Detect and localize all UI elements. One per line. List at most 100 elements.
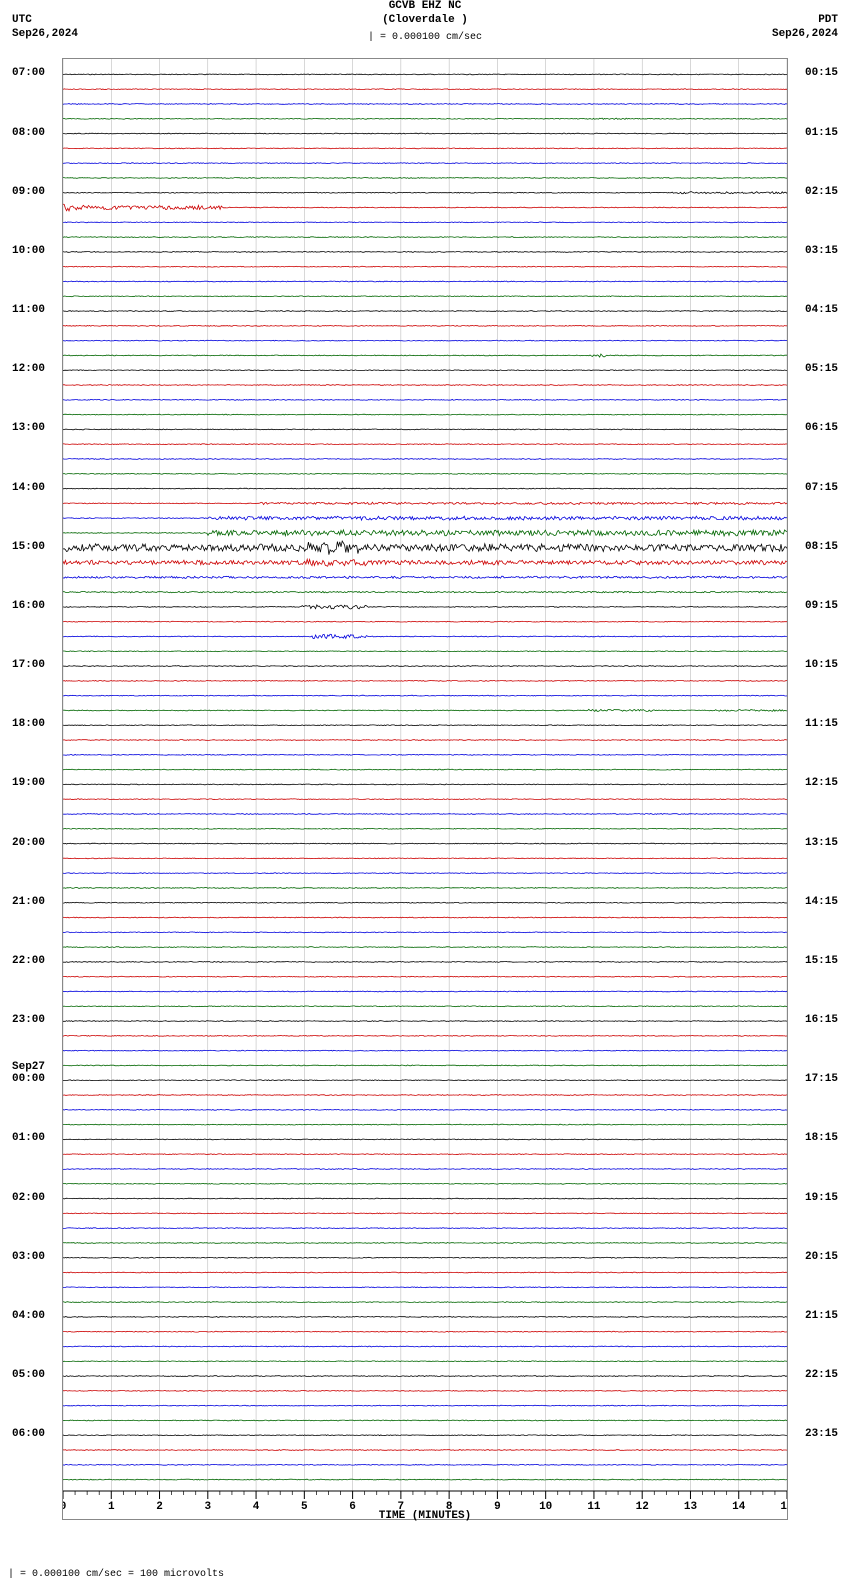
right-time-label: 23:15 [805,1428,838,1440]
trace-row [63,1361,787,1362]
left-time-label: 01:00 [12,1132,45,1144]
trace-row [63,858,787,859]
trace-row [63,991,787,992]
left-time-label: 13:00 [12,422,45,434]
right-time-label: 08:15 [805,541,838,553]
pdt-date: Sep26,2024 [772,28,838,40]
trace-row [63,1302,787,1303]
utc-label: UTC [12,14,32,26]
trace-row [63,148,787,149]
trace-row [63,1420,787,1421]
right-time-label: 00:15 [805,67,838,79]
trace-row [63,296,787,297]
left-time-label: 08:00 [12,127,45,139]
trace-row [63,192,787,194]
left-time-label: 16:00 [12,600,45,612]
left-time-label: 21:00 [12,896,45,908]
trace-row [63,784,787,785]
trace-row [63,1257,787,1258]
pdt-label: PDT [818,14,838,26]
trace-row [63,281,787,282]
trace-row [63,1331,787,1332]
trace-row [63,1228,787,1229]
left-time-label: 19:00 [12,777,45,789]
right-time-label: 17:15 [805,1073,838,1085]
right-time-label: 12:15 [805,777,838,789]
trace-row [63,1109,787,1110]
trace-row [63,1095,787,1096]
station-subtitle: (Cloverdale ) [0,14,850,26]
trace-row [63,429,787,430]
right-time-label: 18:15 [805,1132,838,1144]
trace-row [63,843,787,844]
right-time-label: 10:15 [805,659,838,671]
trace-row [63,222,787,223]
trace-row [63,1080,787,1081]
trace-row [63,1317,787,1318]
left-time-label: 20:00 [12,837,45,849]
trace-row [63,559,787,566]
trace-row [63,1198,787,1199]
seismogram-plot: 0123456789101112131415 [62,58,788,1520]
left-time-label: 22:00 [12,955,45,967]
trace-row [63,634,787,638]
trace-row [63,399,787,400]
trace-row [63,488,787,489]
trace-row [63,1405,787,1406]
right-time-label: 13:15 [805,837,838,849]
left-time-label: 14:00 [12,482,45,494]
trace-row [63,725,787,726]
trace-row [63,163,787,164]
trace-row [63,266,787,267]
trace-row [63,828,787,829]
trace-row [63,1154,787,1155]
trace-row [63,932,787,933]
right-time-label: 15:15 [805,955,838,967]
trace-row [63,888,787,889]
trace-row [63,621,787,622]
trace-row [63,326,787,327]
left-time-label: 05:00 [12,1369,45,1381]
trace-row [63,252,787,253]
trace-row [63,1464,787,1465]
scale-text: | = 0.000100 cm/sec [0,32,850,43]
trace-row [63,1036,787,1037]
left-time-label: 15:00 [12,541,45,553]
date-rollover-label: Sep27 [12,1061,45,1073]
trace-row [63,237,787,238]
right-time-label: 16:15 [805,1014,838,1026]
trace-row [63,74,787,75]
trace-row [63,591,787,593]
trace-row [63,1169,787,1170]
right-time-label: 19:15 [805,1192,838,1204]
right-time-label: 02:15 [805,186,838,198]
left-time-label: 03:00 [12,1251,45,1263]
trace-row [63,1272,787,1273]
trace-row [63,502,787,504]
trace-row [63,89,787,90]
trace-row [63,385,787,386]
trace-row [63,976,787,977]
right-time-label: 11:15 [805,718,838,730]
right-time-label: 06:15 [805,422,838,434]
left-time-label: 18:00 [12,718,45,730]
header: GCVB EHZ NC (Cloverdale ) | = 0.000100 c… [0,0,850,52]
trace-row [63,1183,787,1184]
right-time-label: 04:15 [805,304,838,316]
right-time-label: 05:15 [805,363,838,375]
left-time-label: 10:00 [12,245,45,257]
trace-row [63,204,787,211]
left-time-label: 00:00 [12,1073,45,1085]
trace-row [63,1435,787,1436]
station-title: GCVB EHZ NC [0,0,850,12]
trace-row [63,354,787,357]
trace-row [63,1479,787,1480]
right-time-label: 22:15 [805,1369,838,1381]
trace-row [63,444,787,445]
trace-row [63,754,787,755]
trace-row [63,1376,787,1377]
trace-row [63,1450,787,1451]
trace-row [63,516,787,520]
trace-row [63,947,787,948]
trace-row [63,1124,787,1125]
